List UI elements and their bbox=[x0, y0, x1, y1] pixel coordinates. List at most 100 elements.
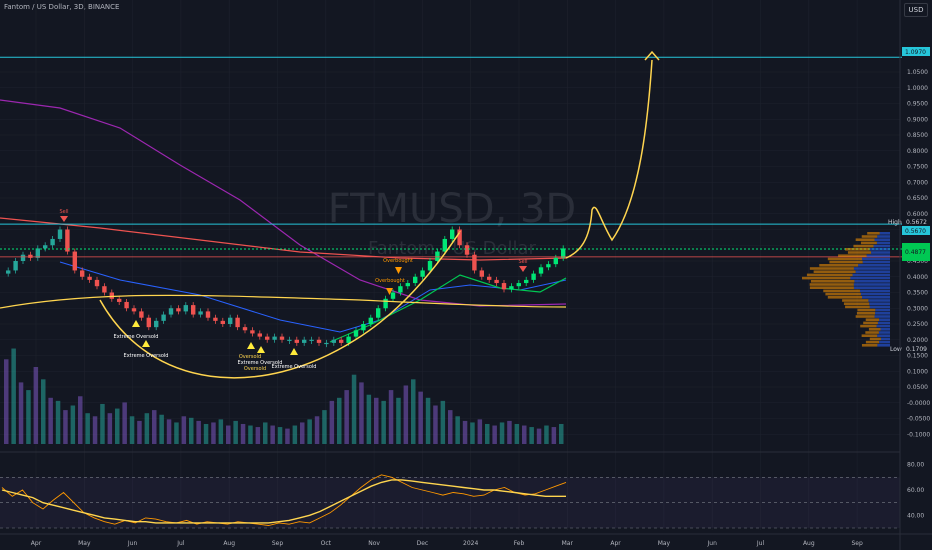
volume-bar bbox=[403, 385, 409, 444]
profile-bar-down bbox=[877, 334, 890, 337]
profile-bar-down bbox=[877, 235, 890, 238]
candle-body bbox=[339, 339, 344, 343]
profile-bar-up bbox=[809, 267, 854, 270]
volume-bar bbox=[263, 422, 268, 444]
candle-body bbox=[102, 286, 107, 293]
candle-body bbox=[124, 301, 129, 309]
time-tick-label: Sep bbox=[272, 540, 284, 547]
current-price-tag-bg bbox=[902, 243, 930, 261]
resistance-price-tag-bg bbox=[902, 226, 930, 235]
profile-bar-down bbox=[850, 276, 890, 280]
annotation-oversold: Extreme Oversold bbox=[272, 364, 317, 370]
profile-bar-down bbox=[879, 318, 890, 321]
profile-bar-down bbox=[877, 344, 890, 347]
candle-body bbox=[191, 305, 196, 315]
candle-body bbox=[198, 311, 203, 315]
candle-body bbox=[316, 339, 322, 343]
candle-body bbox=[553, 257, 558, 265]
volume-bar bbox=[374, 397, 379, 444]
volume-bar bbox=[11, 348, 16, 444]
profile-bar-up bbox=[829, 260, 863, 264]
candle-body bbox=[464, 245, 470, 255]
candle-body bbox=[435, 251, 440, 261]
cup-curve bbox=[99, 231, 461, 379]
profile-bar-down bbox=[871, 251, 890, 254]
candle-body bbox=[50, 238, 55, 246]
volume-bar bbox=[522, 425, 527, 444]
profile-bar-down bbox=[853, 267, 890, 270]
volume-bar bbox=[277, 427, 283, 444]
candle-body bbox=[413, 276, 418, 284]
price-tick-label: 0.8000 bbox=[907, 148, 928, 155]
price-tick-label: 0.4000 bbox=[907, 274, 928, 281]
profile-bar-down bbox=[855, 270, 890, 273]
profile-bar-down bbox=[862, 296, 890, 299]
volume-bar bbox=[248, 425, 253, 444]
profile-bar-up bbox=[855, 238, 875, 241]
profile-bar-down bbox=[873, 244, 890, 248]
overbought-marker bbox=[386, 288, 393, 295]
profile-bar-up bbox=[827, 257, 863, 261]
profile-bar-down bbox=[874, 315, 890, 318]
volume-bar bbox=[41, 379, 46, 444]
volume-bar bbox=[351, 374, 357, 444]
price-tick-label: 0.2500 bbox=[907, 321, 928, 328]
price-tick-label: 1.0500 bbox=[907, 69, 928, 76]
volume-bar bbox=[329, 400, 335, 444]
candle-body bbox=[94, 279, 100, 287]
candle-body bbox=[346, 336, 351, 343]
profile-bar-down bbox=[875, 312, 890, 315]
low-label: Low bbox=[890, 346, 902, 353]
osc-tick-label: 40.00 bbox=[907, 512, 924, 519]
profile-bar-up bbox=[802, 276, 851, 280]
volume-bar bbox=[514, 423, 520, 444]
price-tick-label: 0.6500 bbox=[907, 195, 928, 202]
profile-bar-down bbox=[876, 241, 890, 245]
candle-body bbox=[398, 286, 403, 293]
volume-bar bbox=[63, 410, 68, 444]
volume-bar bbox=[218, 419, 224, 444]
profile-bar-up bbox=[857, 308, 876, 312]
profile-bar-down bbox=[880, 328, 890, 331]
profile-bar-up bbox=[865, 340, 880, 344]
candle-body bbox=[57, 229, 63, 239]
annotations: Sell Sell Overbought Overbought Extreme … bbox=[59, 209, 527, 372]
profile-bar-up bbox=[847, 251, 872, 254]
volume-bar bbox=[18, 382, 24, 444]
volume-bar bbox=[211, 422, 216, 444]
oversold-marker bbox=[257, 346, 265, 353]
candle-body bbox=[472, 254, 477, 271]
profile-bar-down bbox=[874, 238, 890, 241]
profile-bar-up bbox=[853, 244, 874, 248]
volume-bar bbox=[433, 405, 438, 444]
currency-button[interactable]: USD bbox=[904, 3, 928, 17]
candle-body bbox=[279, 336, 285, 340]
oscillator-axis[interactable]: 80.00 60.00 40.00 bbox=[907, 462, 924, 520]
volume-bar bbox=[33, 367, 39, 444]
volume-bar bbox=[196, 420, 201, 444]
volume-bar bbox=[559, 423, 564, 444]
high-low-labels: High 0.5672 Low 0.1709 1.0970 0.5670 0.4… bbox=[888, 47, 930, 353]
volume-bar bbox=[107, 413, 113, 444]
candle-body bbox=[20, 254, 26, 261]
oversold-marker bbox=[290, 348, 298, 355]
profile-bar-up bbox=[845, 305, 870, 309]
candle-body bbox=[427, 261, 433, 271]
candle-body bbox=[131, 308, 137, 312]
candle-body bbox=[109, 292, 114, 299]
target-price-tag: 1.0970 bbox=[905, 49, 926, 56]
candle-body bbox=[183, 305, 188, 312]
volume-bar bbox=[85, 413, 90, 444]
watermark-name: Fantom / US Dollar bbox=[368, 238, 536, 259]
volume-bar bbox=[507, 420, 512, 444]
candle-body bbox=[6, 270, 11, 274]
volume-bar bbox=[322, 410, 327, 444]
volume-bar bbox=[470, 422, 475, 444]
volume-bar bbox=[300, 422, 305, 444]
volume-bar bbox=[270, 425, 275, 444]
moving-averages bbox=[0, 99, 567, 343]
volume-bar bbox=[137, 420, 142, 444]
profile-bar-down bbox=[860, 292, 890, 296]
